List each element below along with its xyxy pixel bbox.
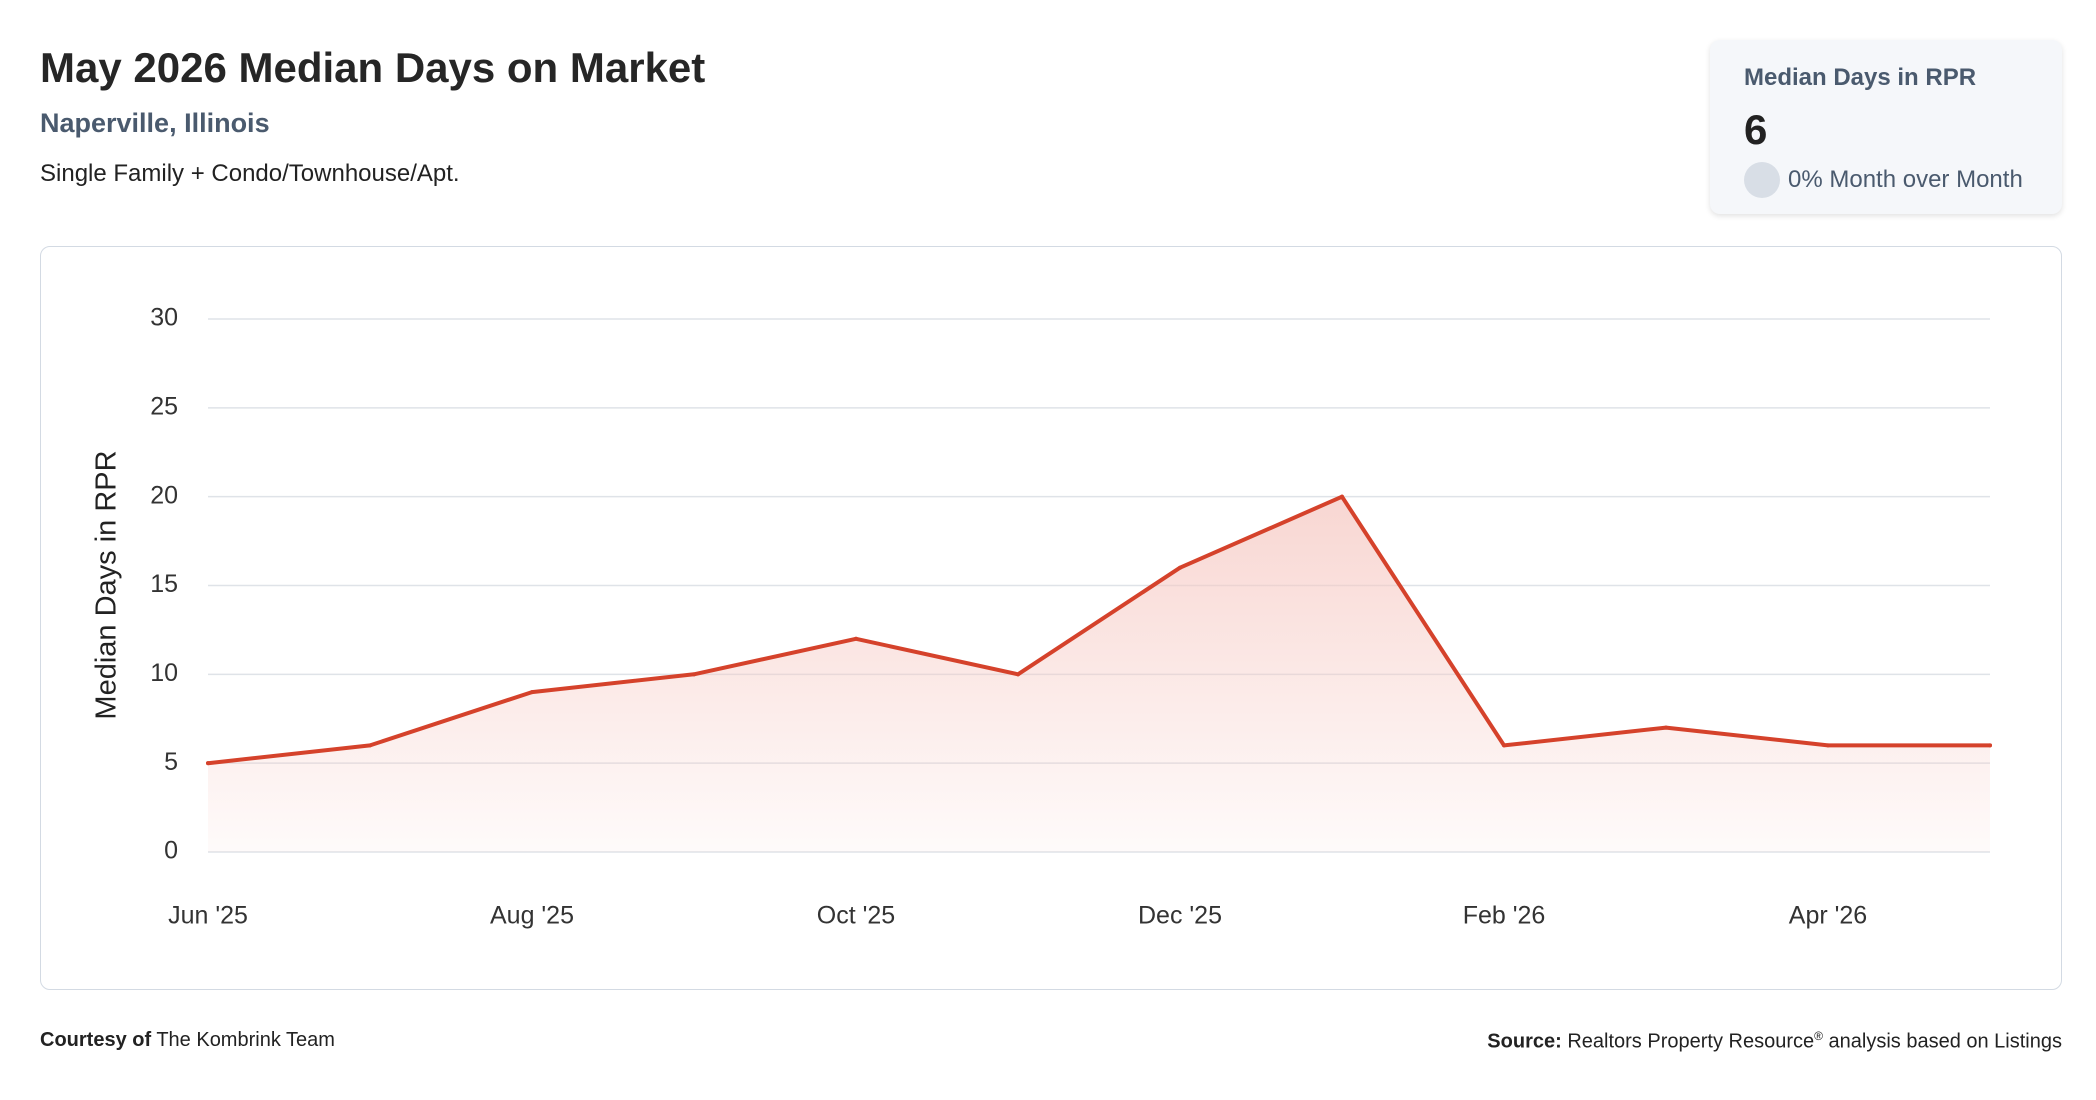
y-axis-ticks: 0 5 10 15 20 25 30 bbox=[150, 304, 178, 865]
y-axis-title: Median Days in RPR bbox=[91, 450, 123, 719]
kpi-value: 6 bbox=[1744, 106, 1768, 153]
source-suffix: analysis based on Listings bbox=[1828, 1030, 2062, 1053]
source-text: Realtors Property Resource bbox=[1567, 1030, 1815, 1053]
x-tick-label: Jun '25 bbox=[168, 902, 248, 930]
data-point bbox=[1988, 743, 1992, 748]
y-tick-label: 20 bbox=[150, 481, 178, 509]
page-title: May 2026 Median Days on Market bbox=[40, 44, 706, 91]
y-tick-label: 25 bbox=[150, 392, 178, 420]
data-point bbox=[368, 743, 372, 748]
kpi-change-text: 0% Month over Month bbox=[1788, 166, 2023, 193]
x-tick-label: Apr '26 bbox=[1789, 902, 1867, 930]
source-label: Source: bbox=[1487, 1030, 1562, 1053]
data-point bbox=[1502, 743, 1506, 748]
kpi-card: Median Days in RPR 6 0% Month over Month bbox=[1710, 40, 2062, 214]
source-credit: Source: Realtors Property Resource® anal… bbox=[1487, 1029, 2062, 1054]
courtesy-label: Courtesy of bbox=[40, 1029, 152, 1051]
property-type-label: Single Family + Condo/Townhouse/Apt. bbox=[40, 160, 460, 187]
x-tick-label: Oct '25 bbox=[817, 902, 895, 930]
data-point bbox=[1664, 725, 1668, 730]
chart-panel: 0 5 10 15 20 25 30 Jun '25 Aug '25 Oct '25 Dec '2… bbox=[40, 246, 2062, 990]
area-fill bbox=[208, 496, 1990, 852]
kpi-label: Median Days in RPR bbox=[1744, 64, 1977, 91]
y-tick-label: 5 bbox=[164, 748, 178, 776]
series-line bbox=[206, 494, 1992, 766]
x-axis-ticks: Jun '25 Aug '25 Oct '25 Dec '25 Feb '26 Apr '… bbox=[168, 902, 1867, 930]
data-point bbox=[1016, 672, 1020, 677]
data-point bbox=[1178, 565, 1182, 570]
kpi-change: 0% Month over Month bbox=[1744, 162, 2023, 198]
x-tick-label: Aug '25 bbox=[490, 902, 574, 930]
data-point bbox=[206, 761, 210, 766]
courtesy-credit: Courtesy of The Kombrink Team bbox=[40, 1029, 335, 1052]
y-tick-label: 10 bbox=[150, 659, 178, 687]
line-chart: 0 5 10 15 20 25 30 Jun '25 Aug '25 Oct '25 Dec '2… bbox=[91, 304, 1992, 930]
y-tick-label: 0 bbox=[164, 837, 178, 865]
y-tick-label: 30 bbox=[150, 304, 178, 332]
y-tick-label: 15 bbox=[150, 570, 178, 598]
neutral-change-icon bbox=[1744, 162, 1780, 198]
data-points bbox=[206, 494, 1992, 766]
courtesy-value: The Kombrink Team bbox=[156, 1029, 335, 1051]
registered-mark: ® bbox=[1814, 1029, 1823, 1043]
data-point bbox=[530, 690, 534, 695]
x-tick-label: Feb '26 bbox=[1463, 902, 1546, 930]
data-point bbox=[854, 636, 858, 641]
data-point bbox=[692, 672, 696, 677]
location-label: Naperville, Illinois bbox=[40, 108, 270, 138]
x-tick-label: Dec '25 bbox=[1138, 902, 1222, 930]
data-point bbox=[1826, 743, 1830, 748]
data-point bbox=[1340, 494, 1344, 499]
